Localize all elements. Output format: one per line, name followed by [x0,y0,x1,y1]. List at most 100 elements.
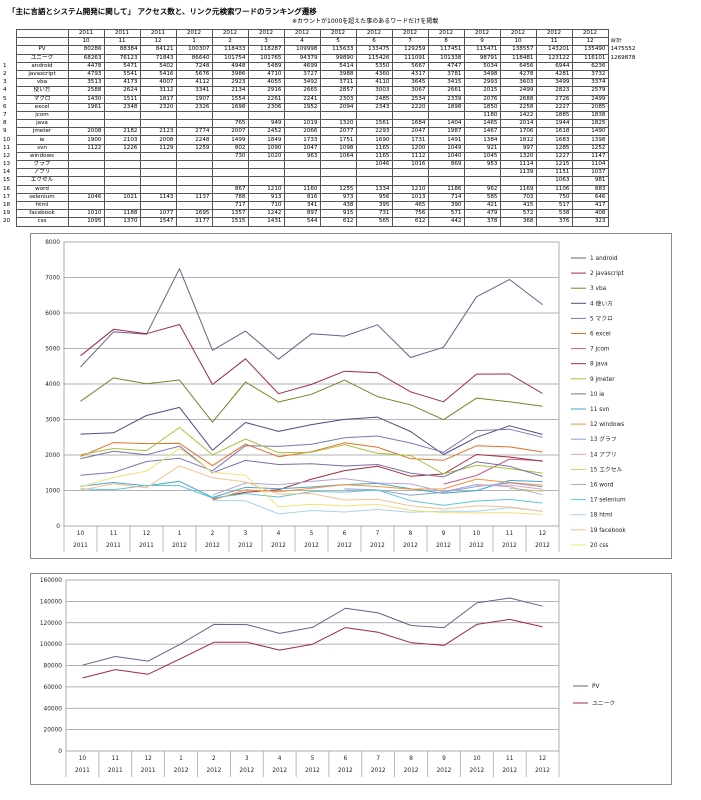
table-value-cell: 118481 [499,53,537,63]
x-tick-month: 12 [539,531,547,537]
table-value-cell: 1020 [247,151,285,162]
table-month-cell: 11 [103,37,141,47]
table-row: 10 ie 1900 2103 2008 2248 1499 1849 1733 1751 1690… [3,135,658,145]
table-year-row: 2011 2011 2011 2012 2012 2012 2012 2012 2012 2012… [3,28,658,39]
table-value-cell: 1200 [391,143,429,153]
table-value-cell: 421 [463,200,501,211]
table-value-cell: 71843 [139,53,177,63]
table-value-cell: 3513 [67,78,105,88]
table-value-cell: 2343 [355,102,393,112]
table-value-cell: 2499 [499,86,537,96]
table-value-cell: 802 [211,143,249,153]
table-value-cell [103,200,141,211]
table-value-cell: 1114 [499,159,537,170]
series-line [80,484,543,506]
table-row: 18 html 717 710 341 438 395 465 390 421 415 517 417 [3,200,658,211]
table-value-cell: 1900 [67,135,105,145]
table-value-cell: 2665 [283,86,321,96]
table-value-cell: 1045 [463,151,501,162]
table-value-cell: 4360 [355,69,393,80]
y-tick-label: 1000 [45,489,60,495]
table-value-cell [139,110,177,121]
table-value-cell: 1210 [391,184,429,194]
table-value-cell: 101765 [247,53,285,63]
y-tick-label: 40000 [44,706,63,712]
table-value-cell: 442 [427,217,465,227]
table-value-cell: 1907 [175,94,213,104]
table-value-cell: 1129 [139,143,177,153]
table-value-cell: 3603 [499,78,537,88]
table-value-cell [319,110,357,121]
table-value-cell: 953 [463,159,501,170]
y-tick-label: 120000 [40,621,62,627]
table-value-cell: 6236 [571,61,609,71]
table-value-cell [139,176,177,186]
x-tick-year: 2012 [469,768,484,774]
x-tick-month: 11 [506,531,514,537]
table-rank-cell: 3 [3,79,7,86]
table-value-cell: 3645 [391,78,429,88]
table-rank-cell: 14 [3,169,11,176]
series-line [212,478,543,496]
x-tick-year: 2011 [139,543,154,549]
x-tick-month: 11 [110,531,118,537]
table-value-cell: 2261 [247,94,285,104]
table-value-cell: 1259 [175,143,213,153]
table-row: 8 java 765 949 1019 1320 1561 1684 1404 1465 2014 1… [3,119,658,129]
table-value-cell: 2220 [391,102,429,112]
table-value-cell: 1695 [175,209,213,219]
table-value-cell: 4110 [355,78,393,88]
table-value-cell: 1160 [283,184,321,194]
table-value-cell [391,176,429,186]
x-tick-year: 2012 [174,768,189,774]
table-keyword-cell: facebook [15,209,69,219]
table-total-cell [608,201,658,209]
y-tick-label: 100000 [40,642,62,648]
table-year-cell: 2011 [139,28,177,39]
table-value-cell: 1751 [319,135,357,145]
x-tick-year: 2012 [305,768,320,774]
table-value-cell: 4281 [535,69,573,80]
table-value-cell: 390 [427,200,465,211]
table-value-cell: 2177 [175,217,213,227]
legend-label: 3 vba [590,286,607,292]
x-tick-year: 2011 [106,543,121,549]
table-value-cell: 2588 [67,86,105,96]
table-rank-cell: 5 [3,95,7,102]
table-value-cell: 2103 [103,135,141,145]
table-value-cell: 963 [283,151,321,162]
table-value-cell: 1467 [463,127,501,137]
table-value-cell: 612 [319,217,357,227]
table-value-cell: 897 [283,209,321,219]
table-total-cell [608,169,658,177]
x-tick-month: 8 [409,756,413,762]
table-value-cell: 1040 [427,151,465,162]
table-value-cell: 3498 [463,69,501,80]
table-keyword-cell: jcom [15,110,69,121]
table-value-cell: 2320 [139,102,177,112]
table-value-cell: 1944 [535,119,573,129]
table-value-cell: 1046 [355,159,393,170]
table-value-cell: 143201 [535,45,573,55]
table-value-cell: 5034 [463,61,501,71]
table-value-cell: 2094 [319,102,357,112]
table-value-cell: 1098 [319,143,357,153]
table-value-cell: 1139 [499,168,537,178]
series-line [82,597,543,666]
x-tick-month: 2 [211,531,215,537]
table-value-cell: 949 [247,119,285,129]
table-month-cell: 11 [535,37,573,47]
table-value-cell: 1013 [391,192,429,202]
table-value-cell: 1683 [535,135,573,145]
x-tick-month: 10 [473,756,481,762]
x-tick-year: 2012 [502,543,517,549]
x-tick-month: 5 [310,531,314,537]
x-tick-year: 2012 [271,543,286,549]
table-value-cell: 1961 [67,102,105,112]
table-value-cell: 6944 [535,61,573,71]
series-line [80,448,543,515]
table-value-cell: 1731 [391,135,429,145]
table-value-cell [355,110,393,121]
table-value-cell: 1491 [427,135,465,145]
y-tick-label: 7000 [45,276,60,282]
